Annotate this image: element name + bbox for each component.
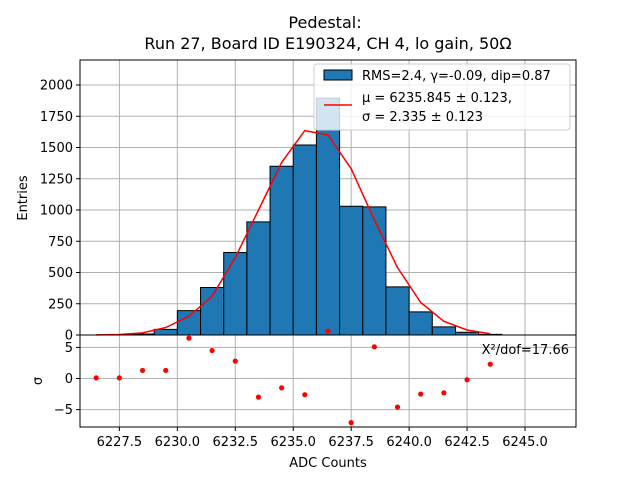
histogram-bar [408, 311, 433, 336]
residual-point [209, 347, 215, 354]
residual-point [487, 361, 493, 367]
residual-point [464, 377, 470, 383]
residual-point [186, 335, 192, 341]
y-tick-label: −5 [54, 403, 73, 418]
residual-point [394, 404, 401, 410]
y-tick-label: 0 [65, 372, 73, 387]
histogram-bar [431, 326, 456, 336]
histogram-bar [223, 252, 248, 336]
y-axis-label-entries: Entries [16, 175, 31, 221]
histogram-bar [200, 287, 225, 336]
residual-point [325, 328, 331, 334]
y-tick-label: 250 [48, 297, 73, 312]
y-tick-label: 1250 [40, 172, 73, 187]
y-tick-label: 500 [48, 266, 73, 281]
legend-hist-label: RMS=2.4, γ=-0.09, dip=0.87 [362, 69, 551, 84]
y-tick-label: 1500 [40, 141, 73, 156]
histogram-bar [339, 205, 364, 336]
legend: RMS=2.4, γ=-0.09, dip=0.87 μ = 6235.845 … [313, 63, 571, 131]
residual-point [279, 385, 285, 391]
residual-point [116, 375, 123, 381]
x-tick-label: 6237.5 [328, 435, 374, 450]
residual-point [93, 375, 99, 381]
residuals-y-ticks: 5 0 −5 [54, 341, 80, 418]
x-tick-label: 6230.0 [155, 435, 201, 450]
histogram-bars [107, 97, 503, 336]
x-tick-label: 6232.5 [213, 435, 259, 450]
residual-point [418, 391, 424, 397]
legend-fit-label-line2: σ = 2.335 ± 0.123 [362, 110, 483, 125]
residuals-panel: 50−5 6227.5 6230.0 6232.5 6235.0 6237.5 6240.… [31, 328, 577, 471]
histogram-bar [153, 328, 178, 336]
fit-curve [96, 129, 491, 336]
y-tick-label: 1000 [40, 204, 73, 219]
x-axis-label: ADC Counts [289, 456, 367, 471]
y-tick-label: 750 [48, 235, 73, 250]
x-tick-label: 6242.5 [444, 435, 490, 450]
residual-point [255, 394, 262, 400]
residuals-axes-frame [79, 334, 577, 428]
residuals-x-ticks: 6227.5 6230.0 6232.5 6235.0 6237.5 6240.0 6242… [97, 427, 548, 450]
residual-point [371, 344, 377, 350]
x-tick-label: 6235.0 [270, 435, 316, 450]
residual-points [93, 328, 493, 426]
chart-subtitle: Run 27, Board ID E190324, CH 4, lo gain,… [144, 34, 511, 53]
legend-hist-swatch [323, 69, 353, 81]
chart-title: Pedestal: [288, 13, 361, 32]
chi-square-annotation: X²/dof=17.66 [482, 343, 569, 358]
histogram-bar [362, 206, 387, 336]
y-tick-label: 0 [65, 329, 73, 344]
residuals-grid [80, 335, 576, 427]
histogram-bar [269, 165, 294, 336]
residual-point [302, 392, 308, 398]
residual-point [232, 358, 238, 364]
y-tick-label: 1750 [40, 110, 73, 125]
residual-point [139, 367, 146, 374]
histogram-bar [246, 221, 271, 336]
legend-fit-label-line1: μ = 6235.845 ± 0.123, [362, 91, 512, 106]
residual-point [441, 390, 447, 396]
y-axis-label-sigma: σ [31, 377, 46, 385]
residual-point [348, 420, 354, 426]
histogram-panel: 0 250 500 750 1000 1250 1500 1750 2000 Entries R… [16, 59, 577, 344]
y-tick-label: 2000 [40, 79, 73, 94]
histogram-bar [176, 310, 202, 336]
x-tick-label: 6245.0 [502, 435, 548, 450]
histogram-bar [292, 144, 317, 336]
legend-box [313, 63, 571, 131]
histogram-y-ticks: 0 250 500 750 1000 1250 1500 1750 2000 [40, 79, 80, 344]
x-tick-label: 6240.0 [386, 435, 432, 450]
residual-point [163, 367, 169, 374]
histogram-bar [385, 286, 410, 336]
x-tick-label: 6227.5 [97, 435, 143, 450]
y-tick-label: 5 [65, 341, 73, 356]
